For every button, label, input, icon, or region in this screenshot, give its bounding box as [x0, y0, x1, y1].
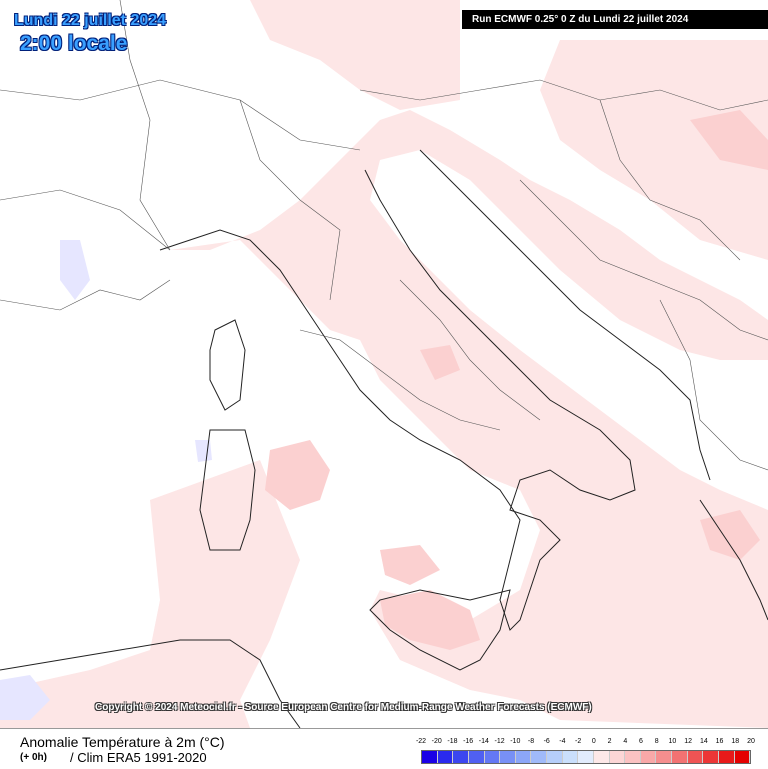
legend-tick-labels: -22 -20 -18 -16 -14 -12 -10 -8 -6 -4 -2 0 2 4 6 8 10 12 14… — [414, 738, 755, 747]
legend-swatch — [500, 751, 516, 763]
cool-patch-sardinia — [195, 440, 212, 462]
legend-swatch — [609, 751, 626, 763]
legend-tick-label: -18 — [447, 738, 458, 745]
legend-swatch — [437, 751, 454, 763]
legend-tick-label: 4 — [623, 738, 628, 745]
coastline-sicily — [369, 589, 511, 671]
legend-tick-label: 10 — [668, 738, 677, 745]
climatology-label: / Clim ERA5 1991-2020 — [70, 750, 207, 765]
color-scale-legend — [421, 750, 751, 764]
legend-tick-label: 18 — [731, 738, 740, 745]
warm-patch-central-italy — [420, 345, 460, 380]
legend-tick-label: 12 — [684, 738, 693, 745]
sea-anomaly-field-west — [0, 460, 300, 728]
sea-anomaly-field-north — [250, 0, 460, 110]
legend-swatch — [640, 751, 657, 763]
coastlines — [0, 149, 768, 728]
lead-time: (+ 0h) — [20, 752, 47, 763]
forecast-time: 2:00 locale — [20, 32, 128, 55]
legend-tick-label: -20 — [431, 738, 442, 745]
copyright-notice: Copyright © 2024 Meteociel.fr - Source E… — [95, 702, 592, 713]
legend-tick-label: -12 — [494, 738, 505, 745]
legend-tick-label: -16 — [463, 738, 474, 745]
legend-swatch — [562, 751, 579, 763]
legend-swatch — [703, 751, 719, 763]
legend-tick-label: -22 — [415, 738, 427, 745]
warm-patch-ionian — [380, 545, 440, 585]
legend-swatch — [625, 751, 641, 763]
warm-patch-sicily — [380, 590, 480, 650]
legend-swatch — [656, 751, 672, 763]
temperature-anomaly-map — [0, 0, 768, 728]
coastline-adriatic — [419, 149, 711, 481]
coastline-africa — [0, 639, 301, 728]
legend-swatch — [578, 751, 594, 763]
legend-swatch — [453, 751, 469, 763]
legend-swatch — [734, 751, 751, 763]
field-title: Anomalie Température à 2m (°C) — [20, 734, 225, 750]
legend-tick-label: 14 — [699, 738, 708, 745]
legend-swatch — [468, 751, 485, 763]
forecast-map: Lundi 22 juillet 2024 2:00 locale Run EC… — [0, 0, 768, 728]
map-footer: Anomalie Température à 2m (°C) (+ 0h) / … — [0, 728, 768, 769]
admin-borders — [0, 0, 768, 471]
legend-tick-label: -2 — [575, 738, 582, 745]
sea-anomaly-field — [170, 110, 768, 728]
legend-swatch — [531, 751, 547, 763]
coastline-corsica — [209, 319, 246, 411]
legend-tick-label: -6 — [543, 738, 550, 745]
legend-swatch — [718, 751, 735, 763]
legend-tick-label: -14 — [478, 738, 489, 745]
legend-tick-label: 16 — [715, 738, 724, 745]
legend-tick-label: 6 — [639, 738, 643, 745]
legend-swatch — [484, 751, 501, 763]
legend-swatch — [672, 751, 688, 763]
forecast-date: Lundi 22 juillet 2024 — [14, 12, 167, 29]
legend-tick-label: -8 — [527, 738, 535, 745]
legend-tick-label: 2 — [607, 738, 612, 745]
legend-swatch — [547, 751, 563, 763]
coastline-sardinia — [199, 429, 256, 551]
coastline-italy — [159, 169, 636, 631]
legend-swatch — [515, 751, 532, 763]
coastline-greece — [699, 499, 768, 621]
legend-swatch — [687, 751, 704, 763]
legend-tick-label: 20 — [747, 738, 755, 745]
model-run-label: Run ECMWF 0.25° 0 Z du Lundi 22 juillet … — [462, 10, 768, 29]
sea-anomaly-field-east — [540, 40, 768, 260]
cool-patch-africa — [0, 675, 50, 720]
warm-patch-tyrrhenian — [265, 440, 330, 510]
legend-tick-label: -10 — [510, 738, 521, 745]
legend-tick-label: 0 — [591, 738, 596, 745]
cool-patch-france — [60, 240, 90, 300]
legend-tick-label: -4 — [559, 738, 566, 745]
legend-swatch — [593, 751, 610, 763]
legend-tick-label: 8 — [654, 738, 659, 745]
warm-patch-east — [690, 110, 768, 170]
legend-swatch — [422, 751, 438, 763]
